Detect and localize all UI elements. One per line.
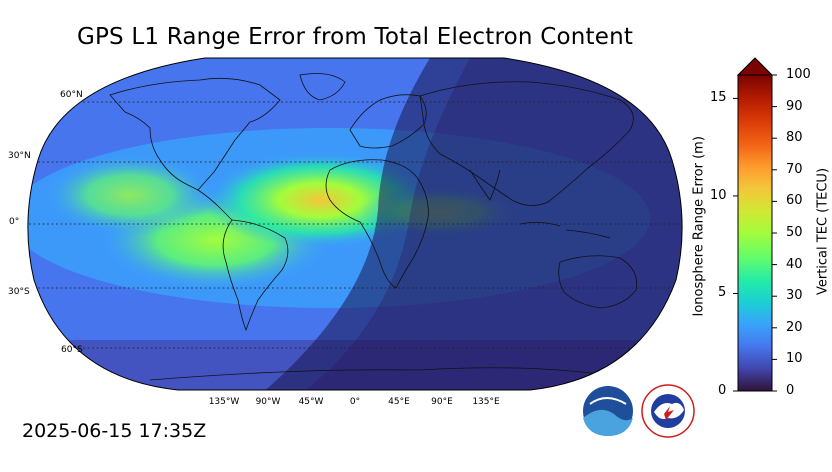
colorbar-extend-arrow [736, 57, 774, 76]
timestamp: 2025-06-15 17:35Z [22, 420, 207, 442]
coastlines [109, 73, 638, 381]
night-side [260, 58, 683, 390]
lon-label-45e: 45°E [388, 397, 410, 407]
colorbar-right-tick-label: 80 [786, 130, 803, 146]
lat-label-60s: 60°S [61, 345, 83, 355]
colorbar-left-tick-label: 15 [710, 90, 727, 106]
colorbar-right-tick-label: 0 [786, 383, 795, 398]
colorbar-right-tick-label: 30 [786, 288, 803, 304]
lon-label-90w: 90°W [255, 397, 281, 407]
lat-label-0: 0° [9, 217, 20, 227]
lat-label-60n: 60°N [60, 90, 83, 100]
colorbar-left-tick-label: 5 [718, 285, 727, 301]
tec-field [27, 58, 683, 390]
colorbar-right-tick-label: 40 [786, 256, 803, 272]
colorbar-left-tick-label: 0 [718, 383, 727, 398]
colorbar-body [737, 74, 773, 392]
nws-logo [641, 384, 695, 438]
colorbar-right-title: Vertical TEC (TECU) [815, 167, 831, 296]
colorbar-right-tick-label: 20 [786, 319, 803, 335]
lon-label-90e: 90°E [431, 397, 453, 407]
graticule [27, 101, 683, 349]
colorbar-left-tick-label: 10 [710, 187, 727, 203]
noaa-logo [583, 386, 633, 436]
lon-label-0: 0° [349, 397, 361, 407]
map-boundary [27, 57, 683, 391]
lon-label-45w: 45°W [298, 397, 324, 407]
colorbar-right-tick-label: 70 [786, 161, 803, 177]
colorbar-left-title: Ionosphere Range Error (m) [691, 136, 707, 317]
lon-label-135w: 135°W [208, 397, 240, 407]
lon-label-135e: 135°E [472, 397, 500, 407]
colorbar [736, 57, 774, 392]
colorbar-right-tick-label: 100 [786, 67, 811, 82]
colorbar-right-tick-label: 90 [786, 98, 803, 114]
colorbar-right-tick-label: 10 [786, 351, 803, 367]
colorbar-right-tick-label: 50 [786, 225, 803, 240]
colorbar-right-tick-label: 60 [786, 193, 803, 209]
lat-label-30s: 30°S [8, 287, 30, 297]
chart-title: GPS L1 Range Error from Total Electron C… [76, 24, 634, 50]
lat-label-30n: 30°N [8, 151, 31, 161]
